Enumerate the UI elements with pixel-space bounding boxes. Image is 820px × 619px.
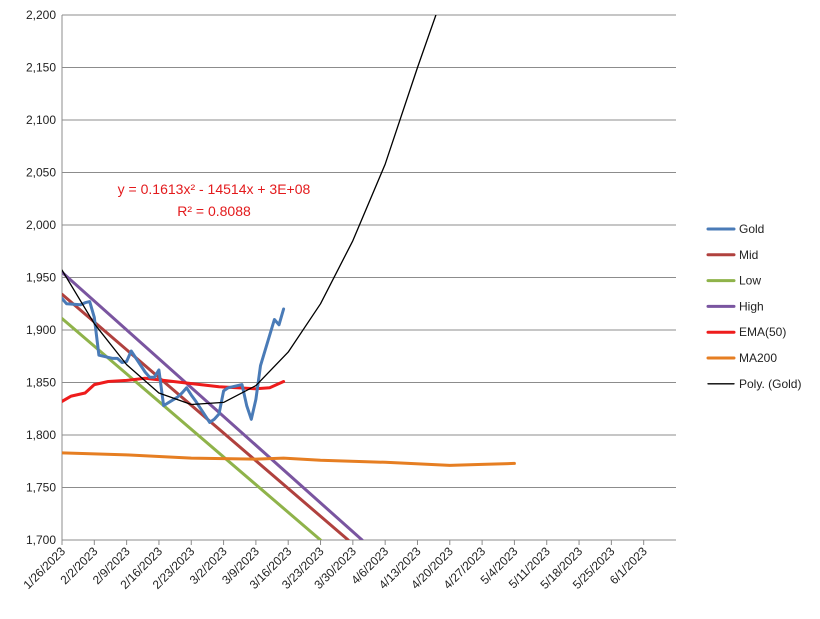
y-tick-label: 1,800 xyxy=(26,428,56,442)
y-tick-label: 1,700 xyxy=(26,533,56,547)
series-lines xyxy=(62,15,516,540)
legend-label-gold: Gold xyxy=(739,222,764,236)
y-tick-label: 2,100 xyxy=(26,113,56,127)
legend: Gold Mid Low High EMA(50) MA200 Poly. (Gold) xyxy=(706,222,801,391)
legend-label-low: Low xyxy=(739,274,761,288)
series-line-ma200 xyxy=(62,451,516,467)
series-line-gold xyxy=(62,297,286,424)
y-tick-label: 2,050 xyxy=(26,166,56,180)
trendline-r-squared-text: R² = 0.8088 xyxy=(177,203,251,219)
legend-label-high: High xyxy=(739,299,764,313)
y-tick-label: 2,150 xyxy=(26,61,56,75)
y-tick-label: 1,850 xyxy=(26,376,56,390)
trendline-equation: y = 0.1613x² - 14514x + 3E+08 R² = 0.808… xyxy=(118,181,311,219)
legend-label-ma200: MA200 xyxy=(739,351,777,365)
y-tick-label: 2,000 xyxy=(26,218,56,232)
y-tick-label: 1,900 xyxy=(26,323,56,337)
y-tick-label: 1,750 xyxy=(26,481,56,495)
y-tick-label: 2,200 xyxy=(26,8,56,22)
series-line-high xyxy=(62,270,364,540)
series-line-poly-gold xyxy=(62,15,437,406)
legend-label-mid: Mid xyxy=(739,248,758,262)
gridlines xyxy=(62,14,676,541)
legend-label-ema-50: EMA(50) xyxy=(739,325,786,339)
trendline-equation-text: y = 0.1613x² - 14514x + 3E+08 xyxy=(118,181,311,197)
y-tick-label: 1,950 xyxy=(26,271,56,285)
legend-label-poly-gold: Poly. (Gold) xyxy=(739,377,801,391)
